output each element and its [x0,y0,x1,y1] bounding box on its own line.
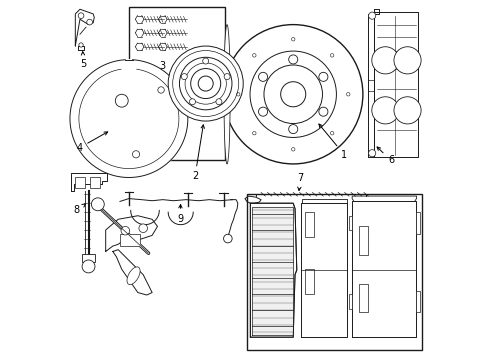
Circle shape [87,19,93,25]
Circle shape [203,58,209,64]
Circle shape [368,12,376,19]
Circle shape [394,97,421,124]
Text: 4: 4 [76,132,108,153]
Circle shape [281,82,306,107]
Circle shape [158,87,164,93]
Text: 6: 6 [377,147,394,165]
Bar [90,177,99,188]
Text: 5: 5 [80,52,87,68]
Polygon shape [106,216,157,251]
Text: 9: 9 [177,204,183,224]
Circle shape [190,99,196,105]
Circle shape [223,24,363,164]
Polygon shape [352,202,416,337]
Circle shape [168,46,243,121]
Circle shape [319,107,328,116]
Bar [359,284,368,312]
Polygon shape [368,9,379,157]
Polygon shape [75,9,94,46]
Circle shape [224,73,230,80]
Text: 2: 2 [192,125,204,181]
Circle shape [78,13,84,18]
Bar [416,212,420,234]
Circle shape [132,151,140,158]
Text: 3: 3 [159,61,165,71]
Bar [348,294,352,309]
Circle shape [82,260,95,273]
Circle shape [394,47,421,74]
Text: 7: 7 [297,173,303,190]
Bar [359,226,368,255]
Circle shape [79,43,83,47]
Polygon shape [301,203,347,337]
Circle shape [216,99,222,105]
Polygon shape [113,249,152,295]
Circle shape [115,94,128,107]
Bar [247,194,422,350]
Circle shape [181,73,187,80]
Circle shape [259,72,268,81]
Circle shape [198,76,213,91]
Polygon shape [374,12,418,157]
Circle shape [191,68,220,99]
Bar [305,269,314,294]
Polygon shape [71,173,107,191]
Circle shape [259,107,268,116]
Bar [120,234,140,246]
Circle shape [368,150,376,157]
Circle shape [223,234,232,243]
Bar [82,254,95,262]
Bar [416,291,420,312]
Ellipse shape [127,267,140,285]
Text: 8: 8 [74,204,85,215]
Circle shape [289,125,298,134]
Text: 1: 1 [319,124,347,160]
Ellipse shape [224,24,230,164]
Circle shape [289,55,298,64]
Bar [348,216,352,230]
Circle shape [139,224,147,233]
Bar [305,212,314,237]
Polygon shape [78,46,84,50]
Circle shape [179,57,232,110]
Polygon shape [252,207,293,336]
Bar [75,177,85,188]
Circle shape [92,198,104,211]
Circle shape [121,226,130,235]
Polygon shape [250,203,297,337]
Circle shape [319,72,328,81]
Circle shape [372,97,399,124]
Bar [129,7,225,160]
Circle shape [372,47,399,74]
Polygon shape [70,60,188,177]
